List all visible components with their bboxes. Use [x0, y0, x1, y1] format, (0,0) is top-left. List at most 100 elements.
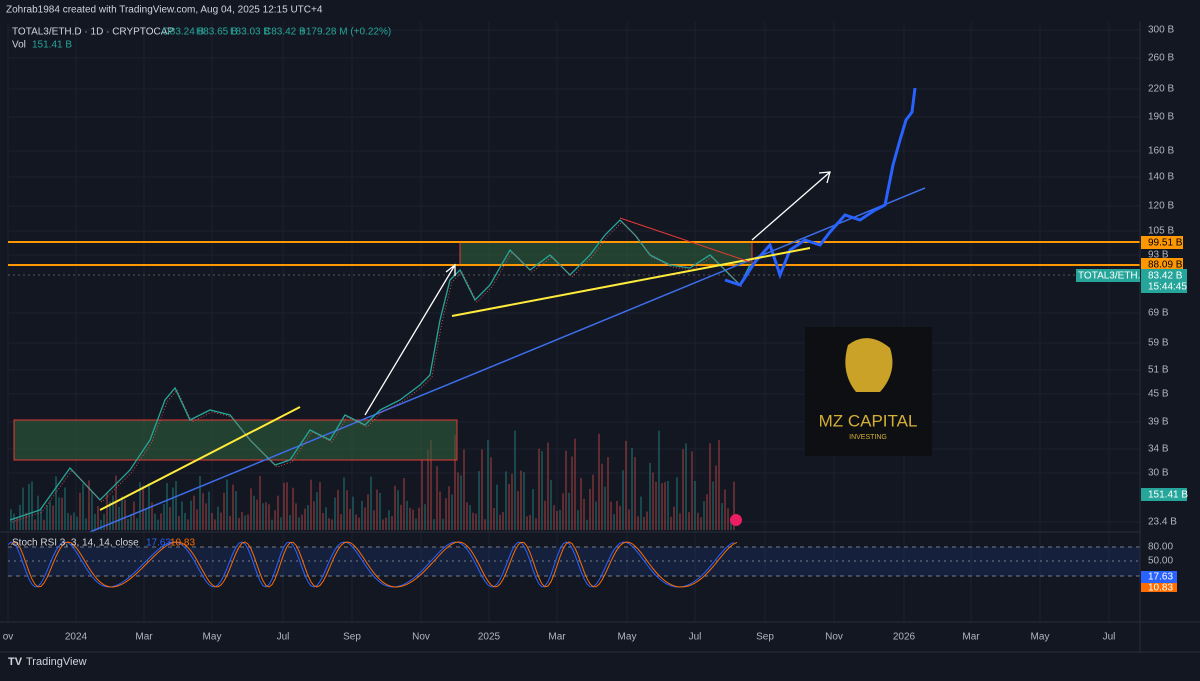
price-axis-label: 140 B	[1148, 172, 1174, 183]
volume-bar	[538, 448, 540, 530]
volume-bar	[415, 518, 417, 530]
volume-bar	[391, 516, 393, 530]
volume-bar	[721, 503, 723, 530]
tag-d: 10.83	[1148, 583, 1173, 594]
volume-bar	[256, 499, 258, 530]
volume-bar	[562, 493, 564, 530]
volume-bar	[160, 513, 162, 530]
volume-bar	[73, 512, 75, 530]
volume-bar	[652, 472, 654, 530]
volume-bar	[34, 519, 36, 530]
volume-bar	[385, 517, 387, 530]
price-axis-label: 39 B	[1148, 417, 1169, 428]
volume-bar	[13, 513, 15, 530]
volume-bar	[301, 514, 303, 530]
volume-bar	[505, 471, 507, 530]
volume-bar	[325, 507, 327, 530]
volume-bar	[142, 485, 144, 530]
volume-bar	[646, 511, 648, 530]
volume-bar	[19, 504, 21, 530]
volume-bar	[349, 508, 351, 530]
volume	[10, 430, 735, 530]
price-axis-label: 190 B	[1148, 112, 1174, 123]
tag-lower: 88.09 B	[1148, 260, 1183, 271]
stoch-title: Stoch RSI 3, 3, 14, 14, close	[12, 538, 139, 549]
volume-bar	[520, 470, 522, 530]
volume-bar	[604, 486, 606, 530]
volume-bar	[316, 492, 318, 530]
logo-sub: INVESTING	[849, 434, 887, 441]
volume-bar	[718, 440, 720, 530]
volume-bar	[454, 435, 456, 530]
volume-bar	[373, 510, 375, 530]
volume-bar	[298, 517, 300, 530]
volume-bar	[97, 506, 99, 530]
volume-bar	[355, 514, 357, 530]
volume-bar	[514, 430, 516, 530]
volume-bar	[613, 514, 615, 530]
time-axis-label: Jul	[277, 632, 290, 643]
volume-bar	[151, 502, 153, 530]
volume-bar	[679, 513, 681, 530]
volume-bar	[526, 516, 528, 530]
volume-bar	[523, 472, 525, 530]
volume-bar	[94, 513, 96, 530]
volume-bar	[145, 509, 147, 530]
volume-bar	[130, 513, 132, 530]
volume-bar	[664, 482, 666, 530]
volume-bar	[688, 512, 690, 530]
volume-bar	[586, 519, 588, 530]
volume-bar	[40, 509, 42, 530]
volume-bar	[397, 490, 399, 530]
volume-bar	[475, 513, 477, 530]
volume-bar	[127, 519, 129, 530]
price-axis-label: 45 B	[1148, 389, 1169, 400]
volume-bar	[112, 495, 114, 530]
volume-bar	[304, 508, 306, 530]
volume-bar	[205, 503, 207, 530]
time-axis-label: Jul	[1103, 632, 1116, 643]
time-axis-label: Sep	[756, 632, 774, 643]
time-axis-label: Mar	[135, 632, 153, 643]
volume-bar	[268, 504, 270, 530]
volume-bar	[259, 476, 261, 530]
volume-bar	[700, 517, 702, 530]
volume-bar	[163, 504, 165, 530]
volume-bar	[79, 492, 81, 530]
volume-bar	[85, 518, 87, 530]
stoch-k	[7, 541, 735, 588]
volume-bar	[28, 483, 30, 530]
volume-bar	[25, 512, 27, 530]
volume-bar	[532, 489, 534, 530]
stoch-axis-label: 80.00	[1148, 542, 1173, 553]
volume-bar	[649, 462, 651, 530]
time-axis-label: 2025	[478, 632, 501, 643]
time-axis-label: Mar	[962, 632, 980, 643]
volume-bar	[622, 470, 624, 530]
volume-bar	[76, 516, 78, 530]
volume-bar	[544, 500, 546, 530]
volume-bar	[697, 512, 699, 530]
volume-bar	[148, 483, 150, 530]
volume-bar	[481, 449, 483, 530]
volume-bar	[265, 502, 267, 530]
volume-bar	[133, 501, 135, 530]
volume-bar	[313, 501, 315, 530]
volume-bar	[295, 503, 297, 530]
volume-bar	[139, 482, 141, 530]
volume-bar	[436, 466, 438, 530]
stoch-d: 10.83	[170, 538, 195, 549]
volume-bar	[565, 450, 567, 530]
volume-bar	[223, 492, 225, 530]
volume-bar	[448, 486, 450, 530]
tag-symbol: TOTAL3/ETH.D	[1078, 271, 1148, 282]
volume-bar	[610, 501, 612, 530]
volume-bar	[88, 480, 90, 530]
time-axis-label: May	[618, 632, 637, 643]
volume-bar	[247, 514, 249, 530]
volume-bar	[280, 517, 282, 530]
volume-bar	[229, 515, 231, 530]
volume-bar	[469, 505, 471, 530]
